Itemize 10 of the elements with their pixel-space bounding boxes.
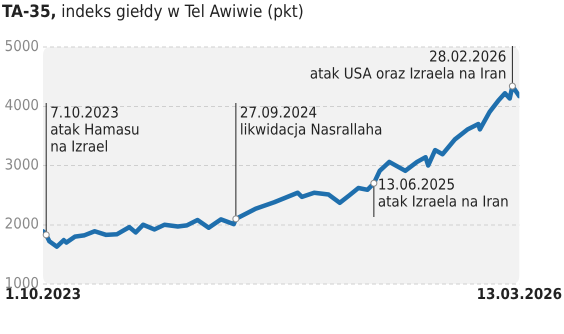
annotation: 13.06.2025 atak Izraela na Iran xyxy=(378,175,509,210)
annotation: 7.10.2023 atak Hamasu na Izrael xyxy=(50,103,140,156)
y-tick-label: 2000 xyxy=(4,214,39,233)
y-tick-label: 4000 xyxy=(4,96,39,114)
y-tick-label: 5000 xyxy=(4,36,39,55)
annotation: 27.09.2024 likwidacja Nasrallaha xyxy=(240,103,382,138)
chart-title: TA-35, indeks giełdy w Tel Awiwie (pkt) xyxy=(2,2,304,22)
x-tick-label: 13.03.2026 xyxy=(476,284,562,303)
y-tick-label: 3000 xyxy=(4,155,39,174)
annotation: 28.02.2026 atak USA oraz Izraela na Iran xyxy=(310,47,506,82)
